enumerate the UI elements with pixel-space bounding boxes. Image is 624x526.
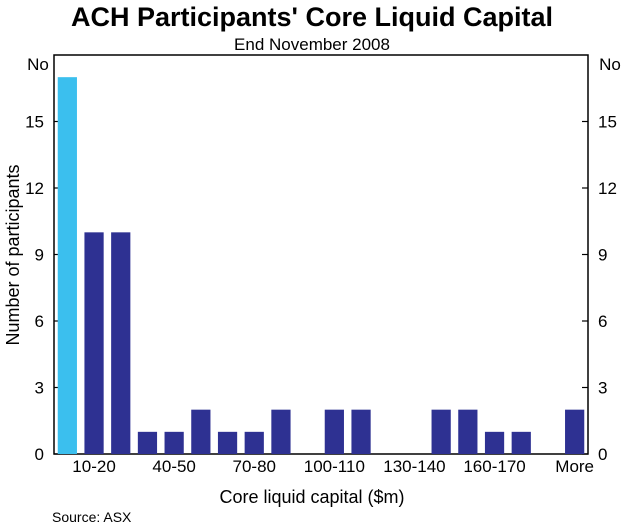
y-tick-label-right: 0 [598,445,607,464]
y-tick-label-right: 9 [598,246,607,265]
bar-40-50 [164,431,184,454]
y-tick-label-right: 3 [598,379,607,398]
plot-frame [53,54,589,455]
bar-80-90 [271,409,291,454]
y-unit-right: No [599,55,621,74]
bar-150-160 [458,409,478,454]
x-tick-label: 160-170 [463,457,525,476]
bar-60-70 [217,431,238,454]
bar-140-150 [431,409,451,454]
y-axis-label: Number of participants [3,164,23,345]
y-tick-label-right: 6 [598,312,607,331]
bar-50-60 [191,409,211,454]
y-tick-label-right: 12 [598,179,617,198]
y-tick-label-left: 15 [25,113,44,132]
bars-group [57,77,585,455]
bar-20-30 [111,232,131,454]
bar-100-110 [324,409,344,454]
y-tick-label-left: 9 [35,246,44,265]
y-ticks-right: 0 3 6 9 12 15 [582,113,617,464]
y-tick-label-left: 6 [35,312,44,331]
x-tick-label: More [555,457,594,476]
bar-170-180 [511,431,531,454]
bar-30-40 [137,431,158,454]
y-tick-label-left: 3 [35,379,44,398]
y-unit-left: No [27,55,49,74]
y-tick-label-right: 15 [598,113,617,132]
bar-70-80 [244,431,264,454]
chart-title: ACH Participants' Core Liquid Capital [71,2,553,32]
x-tick-label: 70-80 [233,457,276,476]
x-ticks: 10-20 40-50 70-80 100-110 130-140 160-170 More [72,457,594,476]
x-axis-label: Core liquid capital ($m) [219,487,404,507]
bar-More [565,409,585,454]
x-tick-label: 100-110 [304,457,365,476]
y-tick-label-left: 12 [25,179,44,198]
chart-subtitle: End November 2008 [234,35,390,54]
y-ticks-left: 0 3 6 9 12 15 [25,113,60,464]
bar-10-20 [84,232,104,454]
bar-110-120 [351,409,371,454]
source-note: Source: ASX [52,509,132,525]
x-tick-label: 130-140 [383,457,445,476]
x-tick-label: 40-50 [152,457,195,476]
bar-<10 [57,77,77,455]
x-tick-label: 10-20 [72,457,115,476]
bar-160-170 [484,431,505,454]
y-tick-label-left: 0 [35,445,44,464]
